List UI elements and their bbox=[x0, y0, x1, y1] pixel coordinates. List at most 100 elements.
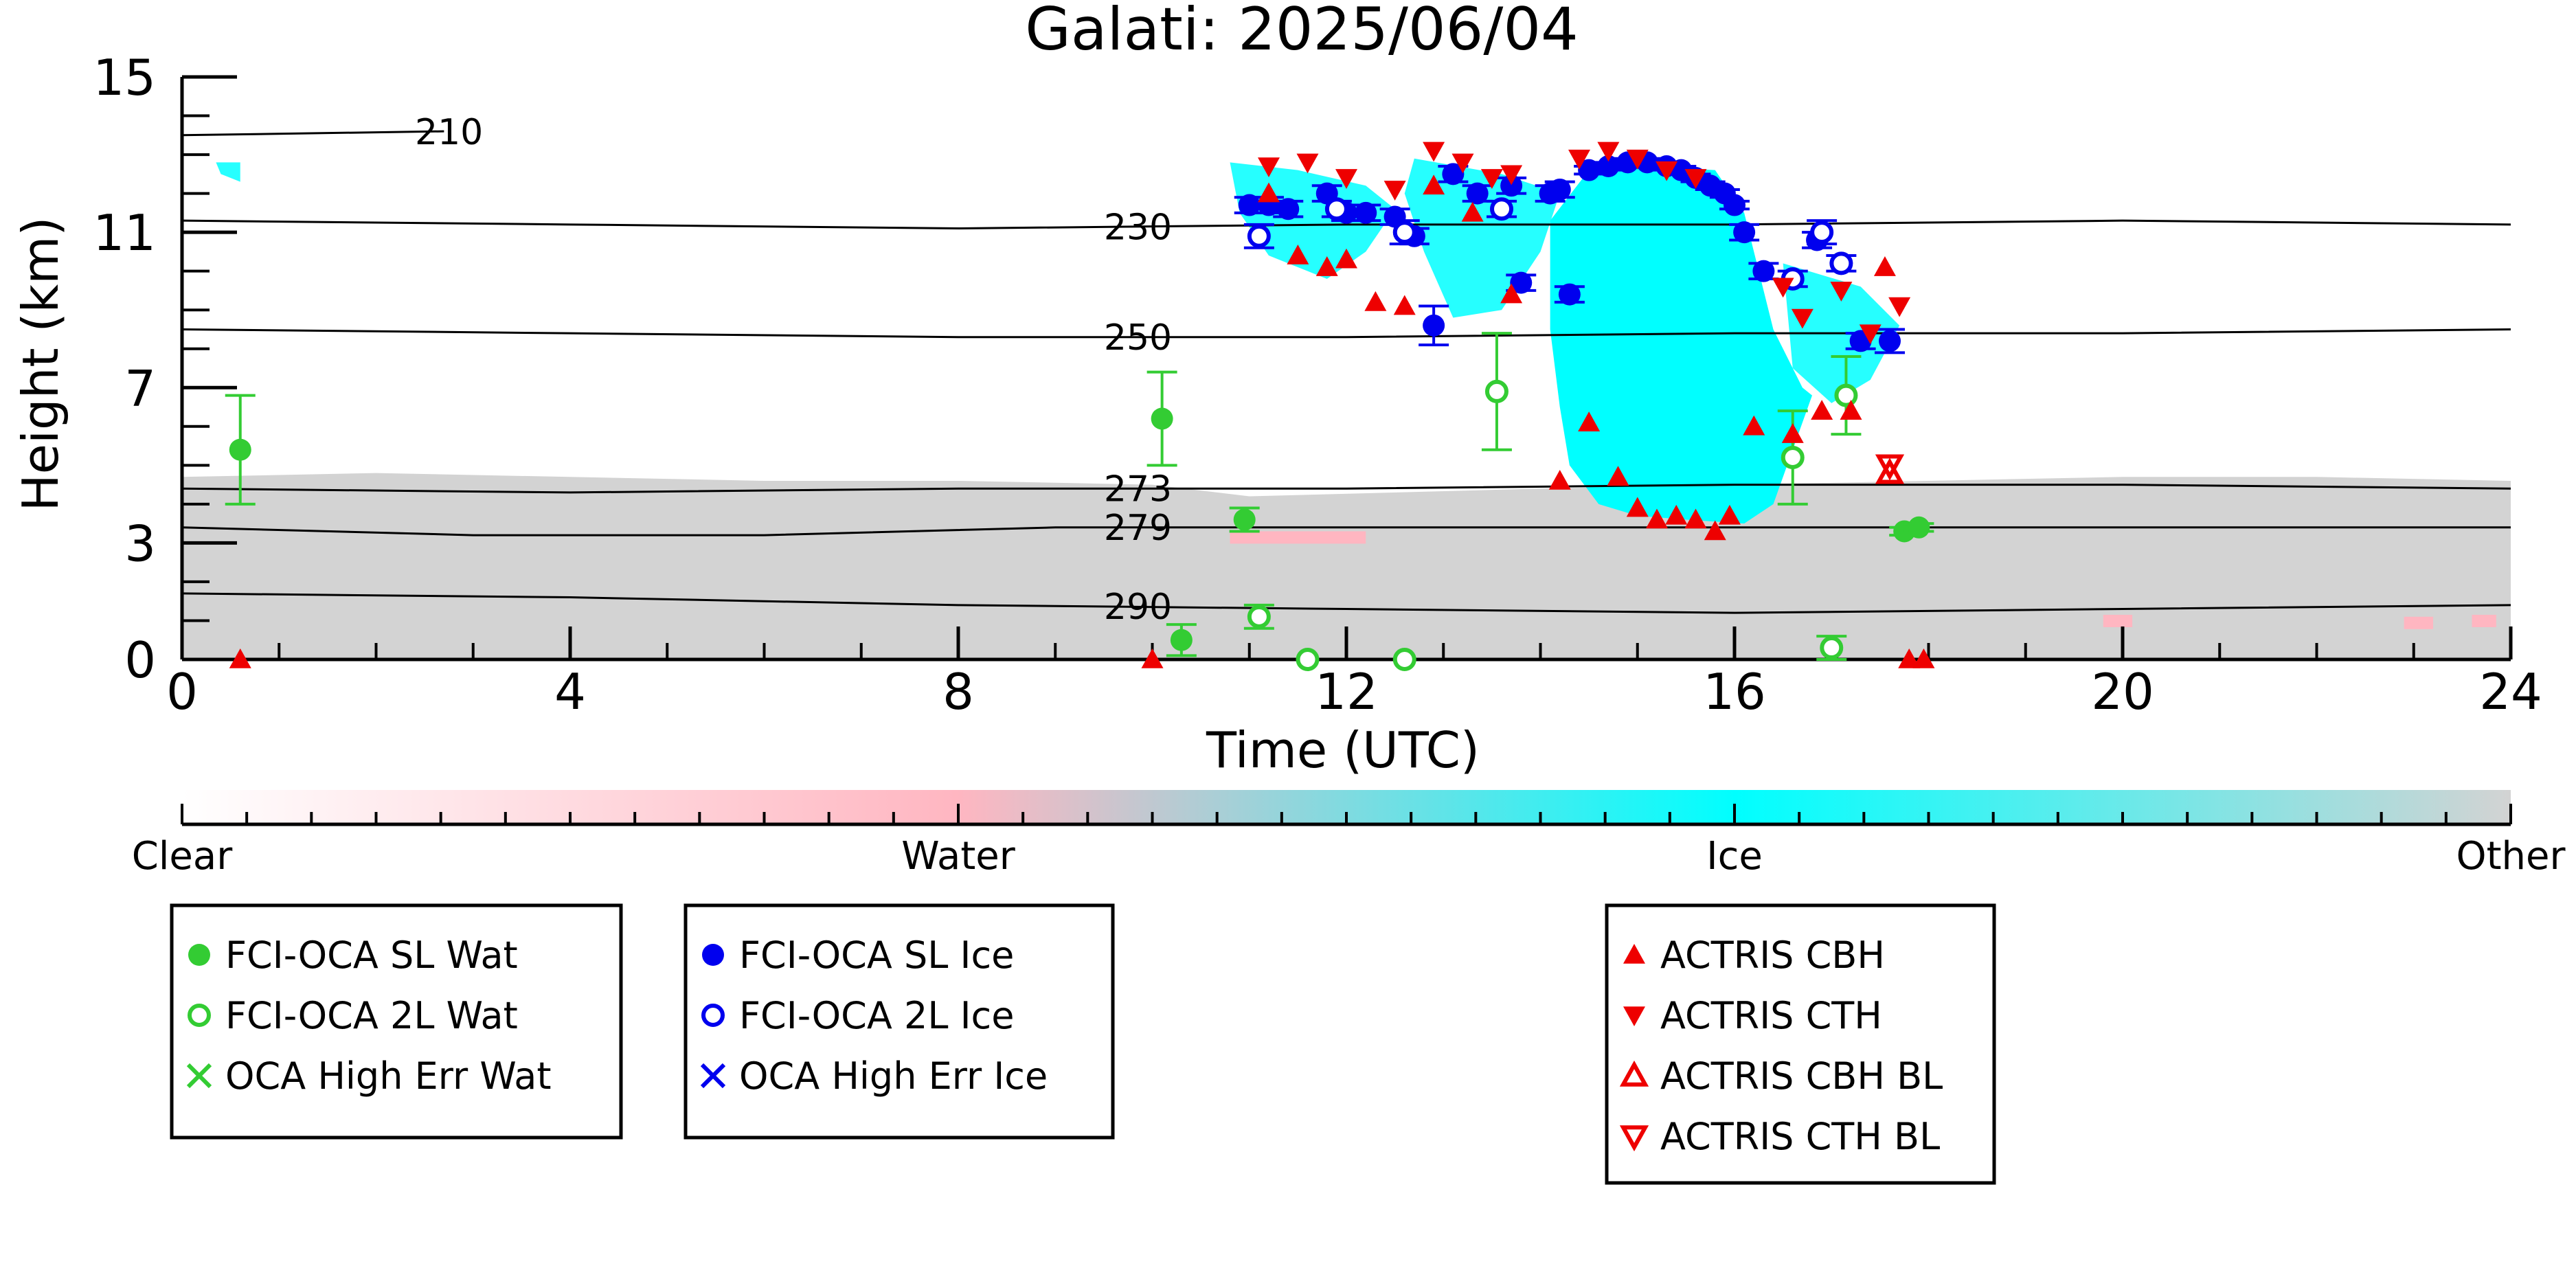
legend-marker bbox=[186, 1063, 212, 1089]
data-point bbox=[1277, 198, 1300, 221]
data-point bbox=[1810, 221, 1834, 245]
data-point bbox=[1781, 446, 1805, 470]
isotherm-label: 210 bbox=[415, 112, 483, 153]
isotherm-label: 279 bbox=[1104, 508, 1172, 549]
data-point bbox=[1423, 174, 1445, 195]
legend-label: ACTRIS CBH bbox=[1660, 934, 1885, 977]
legend-label: OCA High Err Ice bbox=[739, 1054, 1048, 1098]
colorbar-label: Water bbox=[901, 834, 1016, 879]
data-point bbox=[1781, 423, 1804, 443]
classification-colorbar: Clear Water Ice Other bbox=[132, 790, 2566, 879]
data-point bbox=[1834, 383, 1858, 407]
data-point bbox=[1548, 178, 1571, 201]
data-point bbox=[1500, 283, 1523, 304]
data-point bbox=[1873, 256, 1896, 276]
data-point bbox=[1296, 648, 1320, 671]
data-point bbox=[1392, 221, 1416, 245]
x-tick-label: 4 bbox=[554, 663, 586, 721]
data-point bbox=[1684, 508, 1707, 529]
data-point bbox=[1724, 194, 1745, 216]
data-point bbox=[1423, 314, 1445, 337]
data-point bbox=[1335, 169, 1357, 189]
legend-label: ACTRIS CBH BL bbox=[1660, 1054, 1943, 1098]
legend-label: FCI-OCA 2L Ice bbox=[739, 994, 1014, 1037]
data-point bbox=[1626, 149, 1649, 170]
data-point bbox=[1879, 330, 1901, 352]
legend-label: ACTRIS CTH BL bbox=[1660, 1115, 1940, 1158]
isotherm-line bbox=[181, 526, 2511, 536]
data-point bbox=[1578, 411, 1601, 431]
isotherm-line bbox=[181, 130, 444, 137]
data-point bbox=[229, 648, 251, 668]
water-classification-strip bbox=[2103, 614, 2133, 627]
isotherm-label: 230 bbox=[1104, 207, 1172, 248]
data-point bbox=[1392, 648, 1416, 671]
data-point bbox=[1383, 181, 1406, 201]
x-tick-label: 12 bbox=[1315, 663, 1378, 721]
colorbar-label: Other bbox=[2456, 834, 2566, 879]
data-point bbox=[1141, 648, 1164, 668]
x-tick-label: 0 bbox=[166, 663, 198, 721]
data-point bbox=[1898, 648, 1921, 668]
data-point bbox=[1568, 149, 1590, 170]
x-tick-label: 16 bbox=[1703, 663, 1766, 721]
y-tick-label: 15 bbox=[93, 49, 156, 106]
data-point bbox=[1829, 251, 1853, 275]
data-point bbox=[1258, 157, 1280, 178]
x-tick-label: 24 bbox=[2479, 663, 2542, 721]
other-classification-area bbox=[182, 473, 2511, 659]
legend-panels: FCI-OCA SL Wat FCI-OCA 2L Wat OCA High Err… bbox=[170, 903, 1996, 1185]
data-point bbox=[1875, 457, 1905, 484]
data-point bbox=[1888, 297, 1911, 317]
legend-marker bbox=[1619, 1060, 1649, 1087]
legend-marker bbox=[700, 1063, 726, 1089]
data-point bbox=[1393, 295, 1416, 315]
data-point bbox=[1466, 182, 1489, 205]
data-point bbox=[1791, 308, 1814, 329]
data-point bbox=[1548, 469, 1571, 490]
data-point bbox=[1607, 466, 1629, 486]
y-tick-label: 11 bbox=[93, 204, 156, 262]
y-tick-label: 3 bbox=[124, 515, 156, 572]
data-point bbox=[1247, 224, 1271, 248]
data-point bbox=[1733, 221, 1756, 244]
data-point bbox=[1704, 520, 1726, 541]
series-actris-cth bbox=[1258, 142, 1911, 345]
data-point bbox=[1510, 271, 1533, 294]
legend-label: FCI-OCA SL Ice bbox=[739, 934, 1014, 977]
legend-marker bbox=[1623, 1006, 1645, 1026]
data-point bbox=[1324, 197, 1348, 221]
data-point bbox=[1461, 201, 1484, 222]
data-point bbox=[1840, 400, 1862, 420]
legend-panel: FCI-OCA SL Wat FCI-OCA 2L Wat OCA High Err… bbox=[170, 903, 623, 1140]
x-tick-label: 8 bbox=[942, 663, 974, 721]
data-point bbox=[1480, 169, 1503, 189]
plot-axes: 0 4 8 12 16 20 24 0 3 7 11 15 bbox=[93, 49, 2542, 721]
legend-border bbox=[683, 903, 1115, 1140]
legend-label: FCI-OCA SL Wat bbox=[225, 934, 518, 977]
series-actris-cbh-bl bbox=[1875, 457, 1905, 484]
legend-label: FCI-OCA 2L Wat bbox=[225, 994, 518, 1037]
data-points bbox=[225, 142, 1935, 671]
water-classification-strip bbox=[1230, 531, 1366, 544]
data-point bbox=[1597, 155, 1620, 178]
series-fci-oca-2l-ice bbox=[1243, 197, 1857, 291]
data-point bbox=[1451, 153, 1474, 174]
data-point bbox=[1258, 182, 1280, 203]
data-point bbox=[1908, 516, 1930, 539]
data-point bbox=[1811, 400, 1833, 420]
y-tick-label: 7 bbox=[124, 359, 156, 417]
isotherm-label: 290 bbox=[1104, 587, 1172, 628]
x-tick-label: 20 bbox=[2091, 663, 2154, 721]
legend-marker bbox=[702, 944, 724, 966]
data-point bbox=[1490, 197, 1513, 221]
data-point bbox=[1355, 201, 1377, 224]
legend-marker bbox=[1619, 1125, 1649, 1152]
y-axis-title: Height (km) bbox=[12, 217, 69, 512]
data-point bbox=[1578, 159, 1601, 181]
data-point bbox=[1238, 194, 1261, 216]
isotherm-label: 273 bbox=[1104, 468, 1172, 510]
series-actris-cbh bbox=[229, 174, 1935, 668]
